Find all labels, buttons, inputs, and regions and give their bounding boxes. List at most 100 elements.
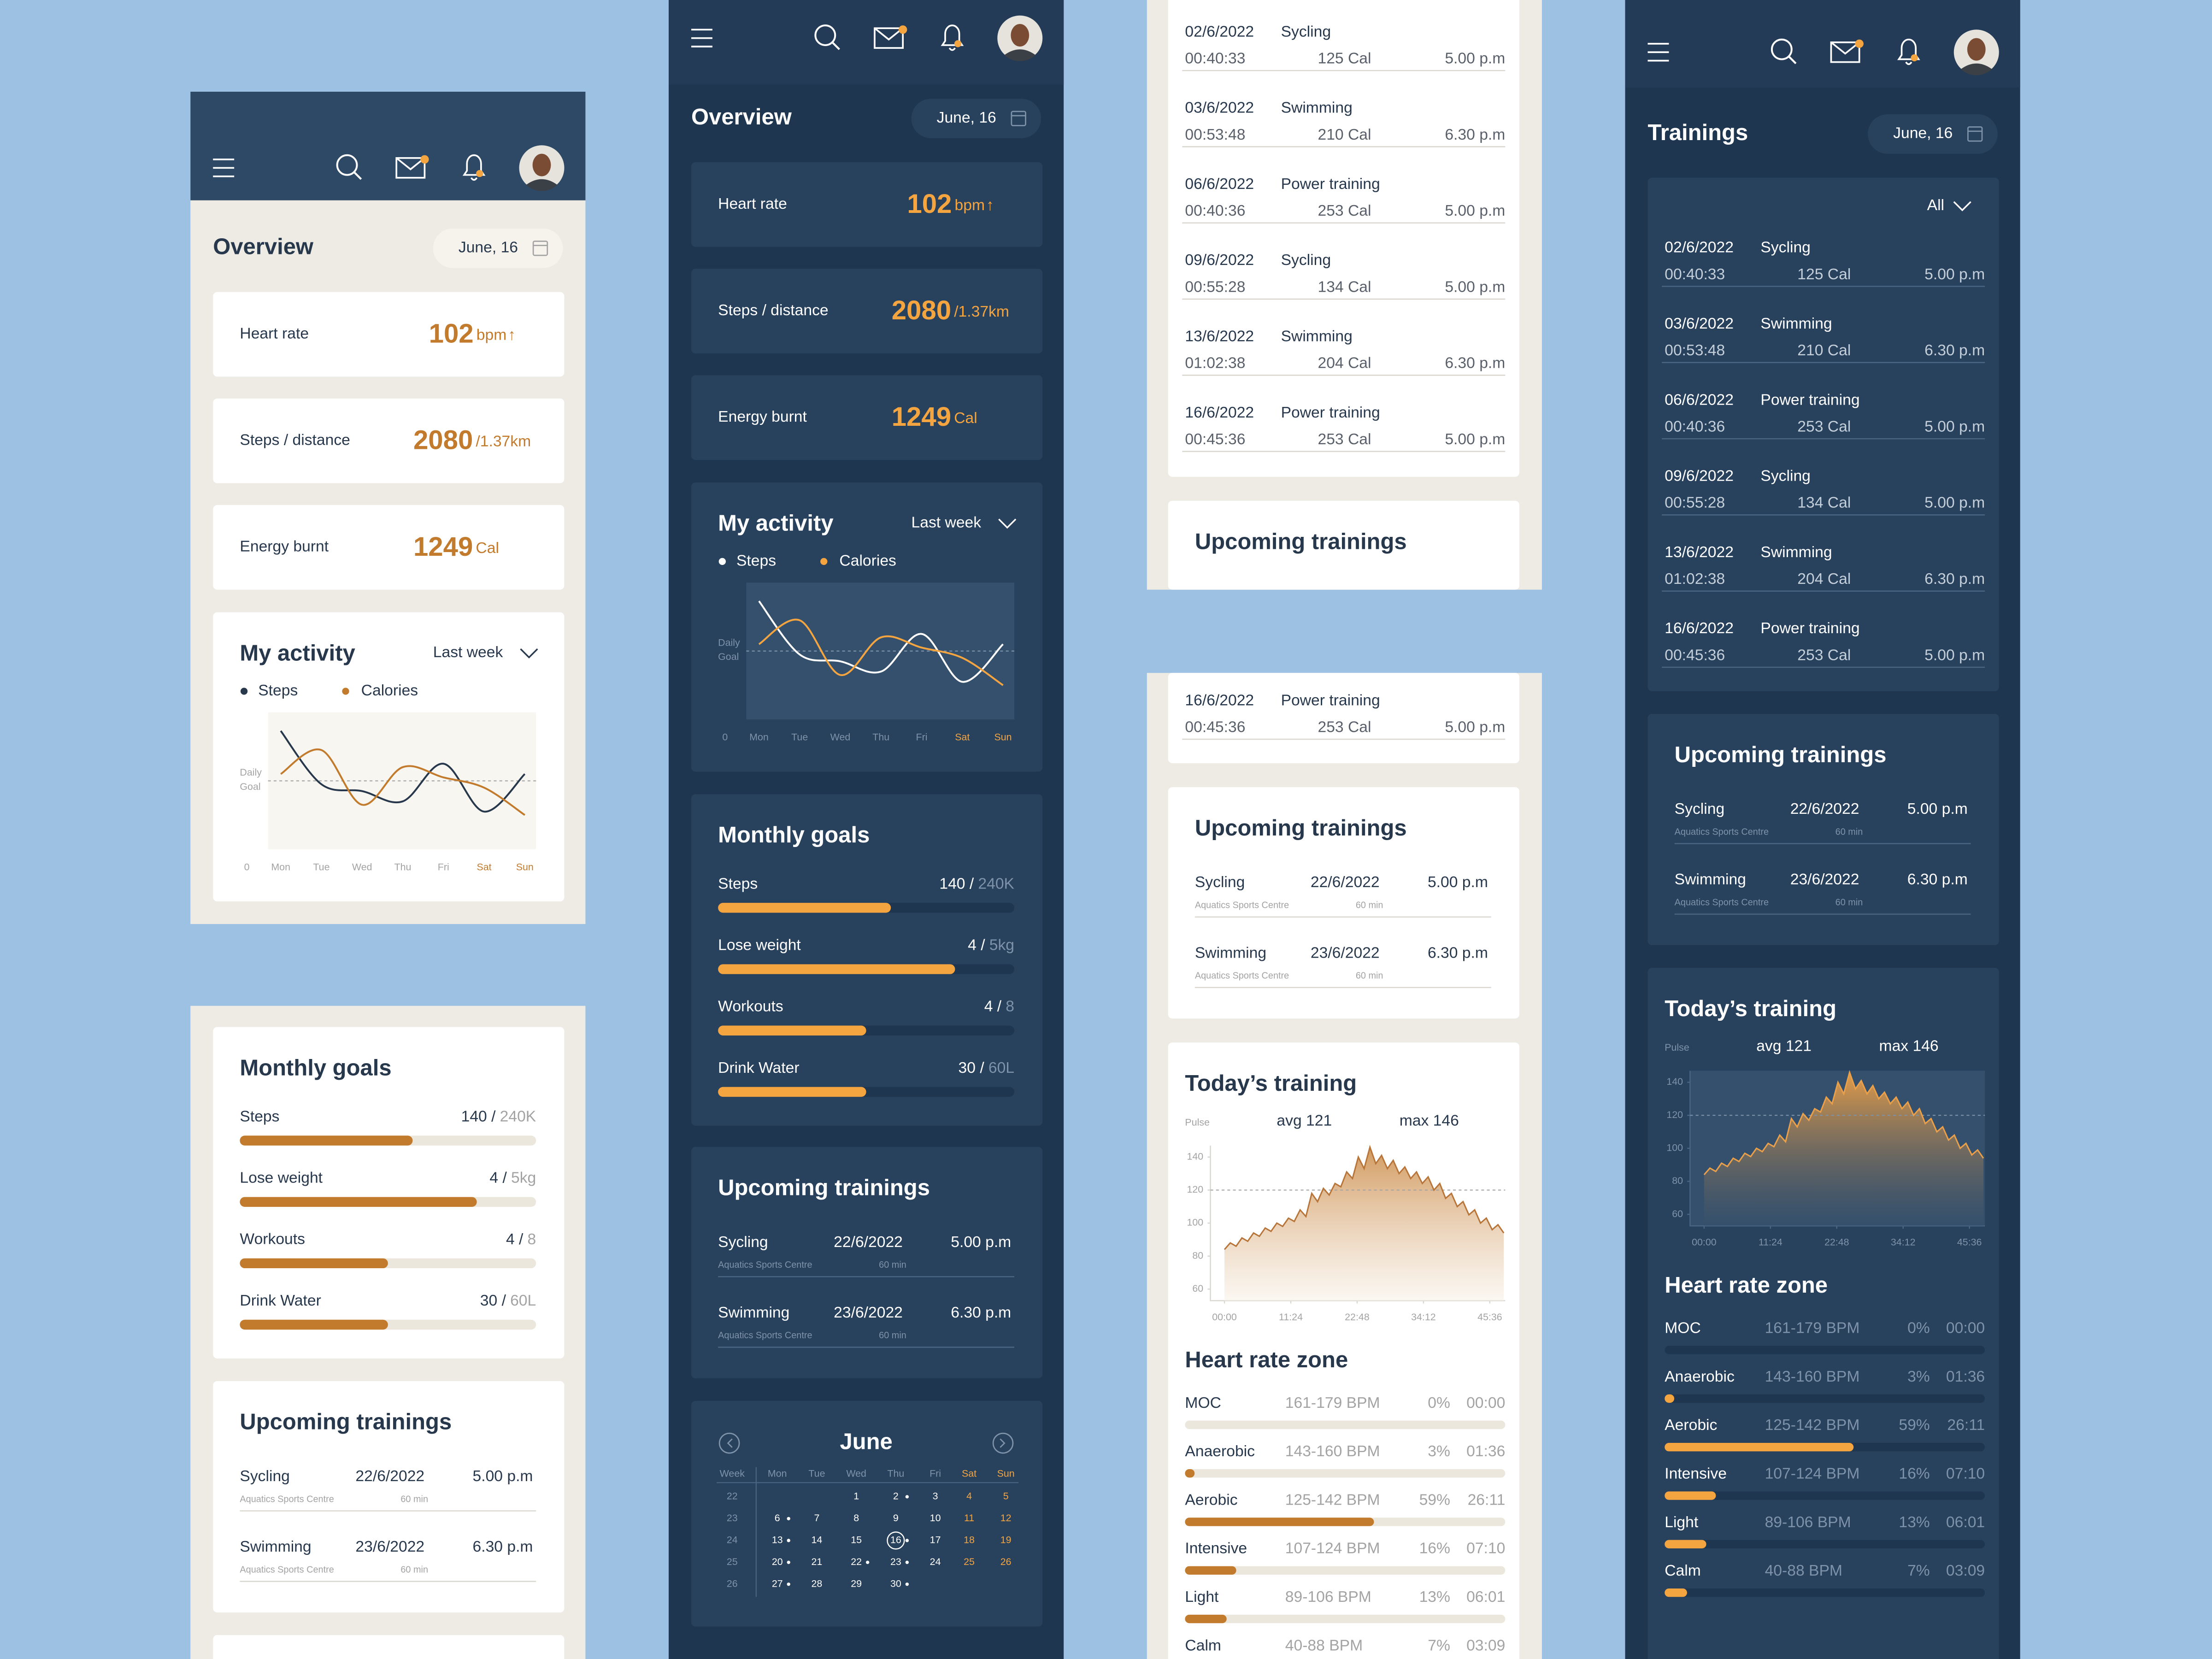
search-icon[interactable] xyxy=(1771,38,1793,60)
day[interactable]: 25 xyxy=(964,1556,975,1567)
day[interactable]: 28 xyxy=(812,1578,823,1589)
mail-icon[interactable] xyxy=(1830,41,1860,63)
bell-badge xyxy=(476,170,483,177)
day[interactable]: 4 xyxy=(966,1491,972,1502)
day[interactable]: 11 xyxy=(964,1512,974,1524)
dropdown-chevron[interactable] xyxy=(1953,201,1971,212)
text-part: ↑ xyxy=(986,197,994,214)
weekday-header: Fri xyxy=(930,1468,941,1479)
arrow xyxy=(1000,1438,1006,1448)
day[interactable]: 8 xyxy=(853,1512,859,1524)
day[interactable]: 16 xyxy=(890,1535,901,1546)
date-picker[interactable] xyxy=(433,228,563,268)
training-date: 09/6/2022 xyxy=(1185,252,1254,269)
text-part: 1249 xyxy=(413,532,473,562)
zone-bar xyxy=(1665,1394,1675,1403)
text-part: /1.37km xyxy=(476,433,531,450)
day[interactable]: 6 xyxy=(775,1512,780,1524)
next-month[interactable] xyxy=(992,1432,1014,1454)
goal-label: Daily xyxy=(240,767,262,778)
day[interactable]: 26 xyxy=(1000,1556,1012,1567)
y-tick-label: 120 xyxy=(1666,1109,1683,1120)
x-tick-label: Thu xyxy=(872,732,889,743)
goal-label: Drink Water xyxy=(718,1059,799,1077)
date-picker[interactable] xyxy=(1868,114,1998,154)
day[interactable]: 27 xyxy=(772,1578,783,1589)
training-duration: 00:45:36 xyxy=(1185,718,1245,735)
training-time: 5.00 p.m xyxy=(1924,494,1985,512)
zone-track xyxy=(1185,1469,1506,1478)
text-part: bpm xyxy=(477,326,506,343)
zone-name: Intensive xyxy=(1185,1540,1247,1557)
bell-clapper xyxy=(948,47,956,51)
day[interactable]: 23 xyxy=(890,1556,901,1567)
search-icon[interactable] xyxy=(814,24,836,46)
day[interactable]: 10 xyxy=(930,1512,941,1524)
day[interactable]: 18 xyxy=(964,1535,975,1546)
calendar-card xyxy=(691,1400,1043,1627)
bell-icon[interactable] xyxy=(462,154,486,176)
dropdown-chevron[interactable] xyxy=(998,518,1017,529)
training-venue: Aquatics Sports Centre xyxy=(240,1494,334,1504)
training-date: 06/6/2022 xyxy=(1665,391,1734,408)
bell-icon[interactable] xyxy=(1897,38,1920,60)
day[interactable]: 21 xyxy=(812,1556,823,1567)
goal-label: Drink Water xyxy=(240,1292,321,1309)
mail-icon[interactable] xyxy=(874,27,904,49)
training-time: 6.30 p.m xyxy=(1907,871,1968,888)
day[interactable]: 17 xyxy=(930,1535,941,1546)
day[interactable]: 13 xyxy=(772,1535,783,1546)
date-picker[interactable] xyxy=(911,99,1041,138)
mail-icon[interactable] xyxy=(395,157,426,179)
zone-share: 13% xyxy=(1899,1514,1930,1531)
training-dot xyxy=(787,1583,790,1586)
day[interactable]: 14 xyxy=(812,1535,823,1546)
x-tick-label: Tue xyxy=(313,861,329,872)
weekday-header: Week xyxy=(720,1468,745,1479)
zone-name: MOC xyxy=(1185,1394,1221,1412)
activity-line xyxy=(758,600,1004,683)
zone-time: 06:01 xyxy=(1466,1588,1505,1606)
weekday-header: Thu xyxy=(887,1468,904,1479)
metric-card xyxy=(691,269,1043,353)
progress-bar xyxy=(240,1258,388,1269)
day[interactable]: 22 xyxy=(851,1556,862,1567)
day[interactable]: 12 xyxy=(1000,1512,1012,1524)
metric-card xyxy=(691,162,1043,247)
day[interactable]: 2 xyxy=(893,1491,899,1502)
progress-bar xyxy=(240,1197,477,1207)
day[interactable]: 15 xyxy=(851,1535,862,1546)
day[interactable]: 5 xyxy=(1003,1491,1009,1502)
text-part: 4 / xyxy=(506,1231,524,1248)
zone-bar xyxy=(1185,1566,1236,1575)
training-duration: 00:40:33 xyxy=(1185,50,1245,67)
period-select: Last week xyxy=(433,644,503,661)
training-name: Power training xyxy=(1281,176,1380,193)
text-part: 30 / xyxy=(959,1059,985,1077)
upcoming-card xyxy=(691,1147,1043,1378)
zone-name: Anaerobic xyxy=(1665,1368,1735,1385)
metric-label: Energy burnt xyxy=(718,408,807,425)
dropdown-chevron[interactable] xyxy=(520,648,538,659)
metric-label: Heart rate xyxy=(240,325,309,342)
day[interactable]: 7 xyxy=(814,1512,819,1524)
day[interactable]: 30 xyxy=(890,1578,901,1589)
day[interactable]: 3 xyxy=(933,1491,938,1502)
day[interactable]: 9 xyxy=(893,1512,899,1524)
training-name: Sycling xyxy=(1760,468,1811,485)
goal-label: Daily xyxy=(718,637,740,648)
bell-icon[interactable] xyxy=(941,24,964,46)
prev-month[interactable] xyxy=(718,1432,740,1454)
day[interactable]: 19 xyxy=(1000,1535,1012,1546)
search-icon[interactable] xyxy=(336,154,358,176)
day[interactable]: 1 xyxy=(853,1491,859,1502)
day[interactable]: 29 xyxy=(851,1578,862,1589)
zone-time: 00:00 xyxy=(1946,1320,1985,1337)
text-part: 102 xyxy=(907,189,952,219)
x-tick-label: 45:36 xyxy=(1477,1312,1502,1323)
text-part: 1249 xyxy=(892,402,951,432)
day[interactable]: 20 xyxy=(772,1556,783,1567)
goal-progress: 4 /5kg xyxy=(968,936,1014,953)
day[interactable]: 24 xyxy=(930,1556,941,1567)
mail-flap xyxy=(396,157,425,171)
